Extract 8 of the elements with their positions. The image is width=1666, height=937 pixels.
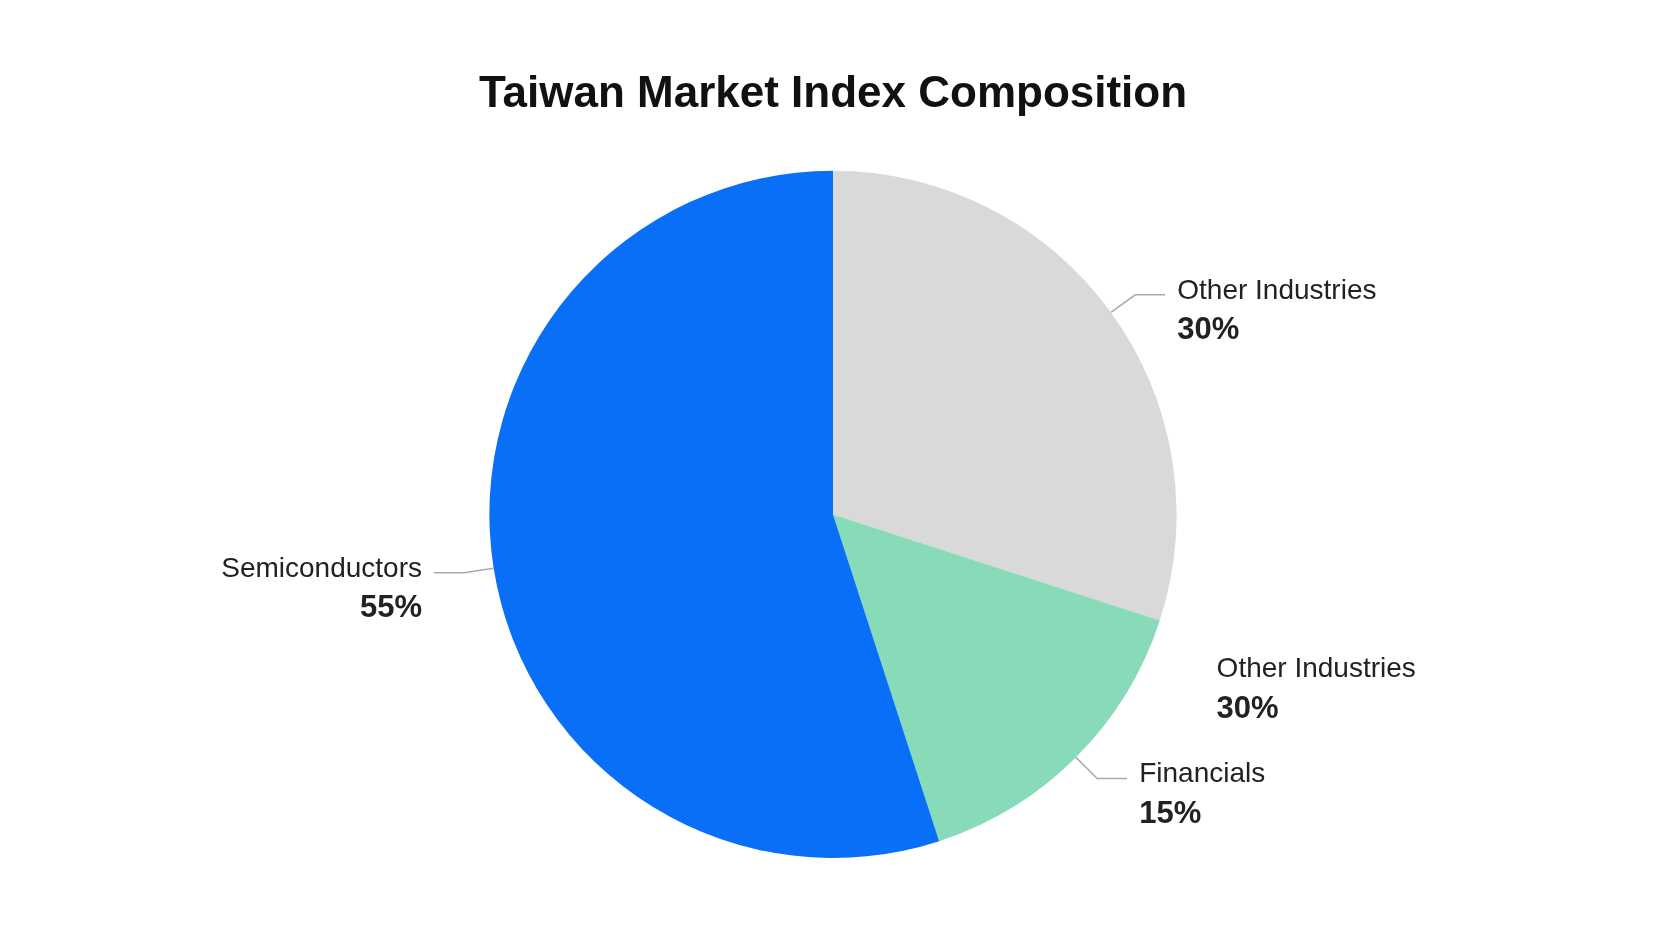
data-label: 15% <box>1139 795 1202 831</box>
slice-label: Financials <box>1139 757 1266 789</box>
data-label: 55% <box>359 589 422 625</box>
chart-title: Taiwan Market Index Composition <box>478 66 1188 116</box>
data-label: 30% <box>1177 311 1240 347</box>
slice-label: Semiconductors <box>221 551 422 583</box>
text: Other Industries 30% <box>1216 651 1416 725</box>
slice-label: Other Industries <box>1177 273 1377 305</box>
